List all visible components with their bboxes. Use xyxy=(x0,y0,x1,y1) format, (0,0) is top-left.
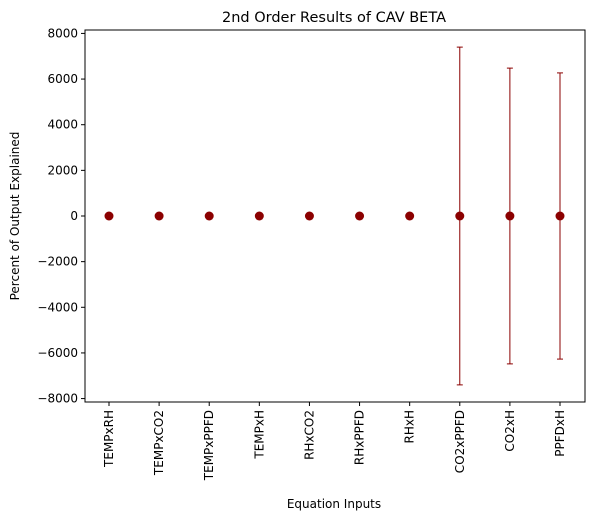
x-tick-label: CO2xPPFD xyxy=(453,410,467,473)
data-point xyxy=(555,211,565,221)
x-tick-label: CO2xH xyxy=(503,410,517,452)
x-tick-label: PPFDxH xyxy=(553,410,567,457)
plot-area: −8000 −6000 −4000 −2000 0 2000 4000 6000 8000 TEM… xyxy=(37,26,586,481)
x-tick-label: RHxCO2 xyxy=(302,410,316,460)
x-tick-label: TEMPxRH xyxy=(102,410,116,468)
x-axis-label: Equation Inputs xyxy=(287,497,381,511)
y-tick-label: 6000 xyxy=(47,72,78,86)
data-point xyxy=(104,211,114,221)
data-point xyxy=(455,211,465,221)
x-tick-label: RHxH xyxy=(403,410,417,444)
y-tick-label: 4000 xyxy=(47,118,78,132)
x-tick-label: RHxPPFD xyxy=(353,410,367,465)
data-point xyxy=(304,211,314,221)
data-point xyxy=(254,211,264,221)
x-tick-label: TEMPxCO2 xyxy=(152,410,166,476)
x-tick-label: TEMPxH xyxy=(252,410,266,460)
x-tick-label: TEMPxPPFD xyxy=(202,410,216,481)
data-point xyxy=(204,211,214,221)
y-tick-label: −8000 xyxy=(37,392,78,406)
data-point xyxy=(505,211,515,221)
data-point xyxy=(355,211,365,221)
y-tick-label: 2000 xyxy=(47,163,78,177)
y-tick-label: −2000 xyxy=(37,255,78,269)
y-tick-label: 8000 xyxy=(47,26,78,40)
chart-title: 2nd Order Results of CAV BETA xyxy=(222,10,446,26)
y-tick-label: −4000 xyxy=(37,300,78,314)
data-point xyxy=(154,211,164,221)
y-axis-label: Percent of Output Explained xyxy=(8,132,22,301)
y-tick-label: −6000 xyxy=(37,346,78,360)
data-point xyxy=(405,211,415,221)
y-tick-label: 0 xyxy=(70,209,78,223)
